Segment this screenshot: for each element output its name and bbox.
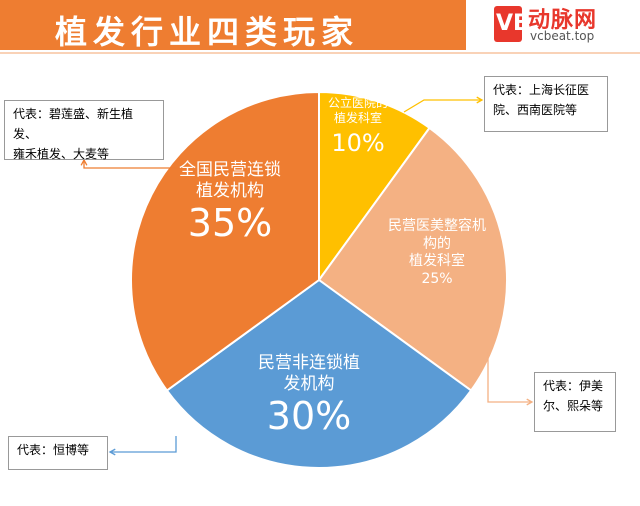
- callout-chain-line2: 雍禾植发、大麦等: [13, 146, 110, 161]
- connector-nonchain: [110, 436, 177, 453]
- slice-label-chain: 全国民营连锁 植发机构 35%: [160, 160, 300, 244]
- callout-aesthetic: 代表：伊美 尔、熙朵等: [534, 372, 616, 432]
- connector-chain: [83, 160, 182, 169]
- slice-chain: [130, 90, 320, 392]
- slice-chain-value: 35%: [187, 200, 273, 245]
- callout-chain-line1: 代表：碧莲盛、新生植发、: [13, 107, 134, 141]
- slice-label-aesthetic: 民营医美整容机 构的 植发科室 25%: [372, 218, 502, 288]
- slice-chain-line1: 全国民营连锁: [179, 160, 281, 180]
- slice-aesthetic-line3: 植发科室: [409, 253, 465, 269]
- callout-nonchain: 代表：恒博等: [8, 436, 108, 470]
- slice-public-value: 10%: [331, 129, 385, 157]
- page-title: 植发行业四类玩家: [55, 13, 360, 51]
- callout-public-line2: 院、西南医院等: [493, 102, 578, 117]
- callout-public: 代表：上海长征医 院、西南医院等: [484, 76, 608, 132]
- slice-aesthetic-line2: 构的: [423, 235, 451, 252]
- slice-public-line2: 植发科室: [333, 111, 382, 125]
- logo-name: 动脉网: [528, 8, 598, 33]
- slice-label-nonchain: 民营非连锁植 发机构 30%: [244, 353, 374, 437]
- connector-public: [403, 99, 482, 113]
- connector-aesthetic-arrowhead: [526, 398, 534, 406]
- slice-nonchain-value: 30%: [266, 393, 352, 438]
- slice-nonchain-line2: 发机构: [283, 374, 335, 395]
- connector-public-arrowhead: [476, 96, 484, 104]
- callout-nonchain-line1: 代表：恒博等: [17, 443, 90, 457]
- slice-public: [318, 90, 431, 284]
- callout-aesthetic-line1: 代表：伊美: [543, 379, 604, 393]
- slice-public-line1: 公立医院的: [327, 96, 388, 110]
- header-divider: [0, 52, 640, 54]
- logo-url: vcbeat.top: [530, 29, 595, 43]
- title-bar: 植发行业四类玩家: [0, 0, 466, 51]
- callout-public-line1: 代表：上海长征医: [493, 83, 590, 97]
- connector-chain-arrowhead: [80, 158, 88, 166]
- slice-label-public: 公立医院的 植发科室 10%: [318, 96, 398, 158]
- header: 植发行业四类玩家 VB 动脉网 vcbeat.top: [0, 0, 640, 55]
- connector-nonchain-arrowhead: [108, 448, 116, 456]
- callout-chain: 代表：碧莲盛、新生植发、 雍禾植发、大麦等: [4, 100, 164, 161]
- slice-aesthetic-value: 25%: [421, 270, 453, 287]
- callout-aesthetic-line2: 尔、熙朵等: [543, 398, 604, 413]
- slice-nonchain-line1: 民营非连锁植: [258, 353, 360, 373]
- slice-nonchain: [165, 278, 473, 470]
- slice-aesthetic-line1: 民营医美整容机: [388, 218, 486, 234]
- slice-chain-line2: 植发机构: [196, 181, 264, 202]
- connector-aesthetic: [487, 352, 532, 403]
